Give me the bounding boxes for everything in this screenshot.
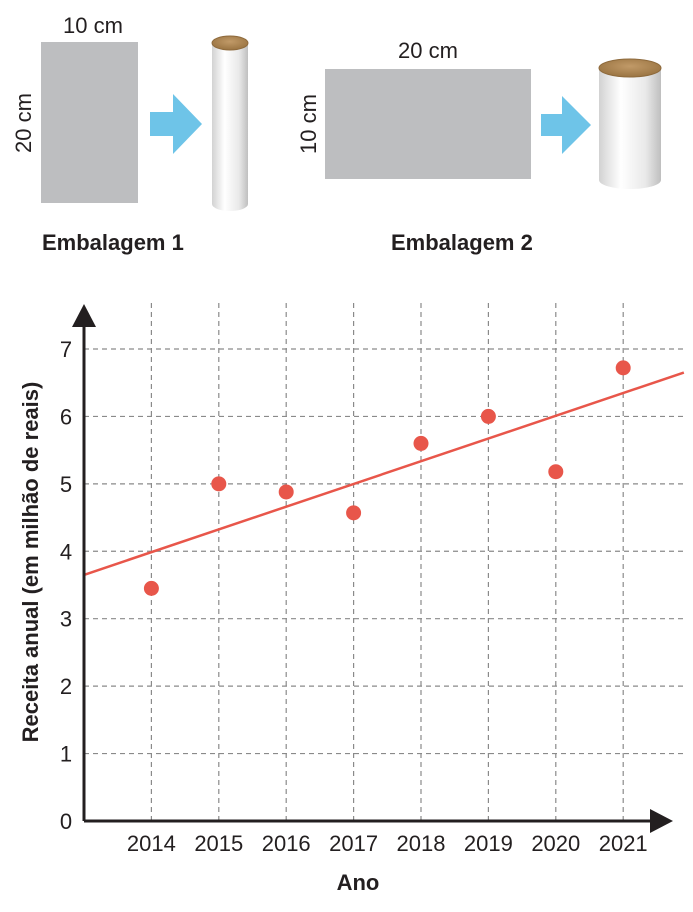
- x-axis-arrow-icon: [650, 809, 673, 833]
- y-tick-label-1: 1: [60, 742, 72, 767]
- package-1-name: Embalagem 1: [42, 230, 184, 255]
- chart-grid: [84, 301, 684, 821]
- y-tick-label-4: 4: [60, 539, 72, 564]
- y-tick-label-5: 5: [60, 472, 72, 497]
- data-points: [143, 360, 631, 596]
- y-tick-label-6: 6: [60, 404, 72, 429]
- data-point-2015: [211, 476, 227, 492]
- right-arrow-icon: [541, 96, 591, 154]
- package-1-sheet: [41, 42, 138, 203]
- data-point-2014: [143, 580, 159, 596]
- trendline: [83, 371, 685, 577]
- package-2-group: 20 cm 10 cm Embalagem 2: [296, 38, 662, 255]
- package-2-height-label: 10 cm: [296, 94, 321, 154]
- package-2-width-label: 20 cm: [398, 38, 458, 63]
- data-point-2018: [413, 435, 429, 451]
- x-tick-label-2021: 2021: [599, 831, 648, 856]
- x-tick-labels: 2014 2015 2016 2017 2018 2019 2020 2021: [127, 831, 648, 856]
- y-axis-title: Receita anual (em milhão de reais): [18, 382, 43, 743]
- y-tick-label-3: 3: [60, 607, 72, 632]
- y-axis-arrow-icon: [72, 304, 96, 327]
- y-tick-label-7: 7: [60, 337, 72, 362]
- chart-axes: [72, 304, 673, 833]
- data-point-2017: [346, 505, 362, 521]
- data-point-2021: [615, 360, 631, 376]
- package-1-group: 10 cm 20 cm Embalagem 1: [11, 13, 249, 255]
- x-tick-label-2014: 2014: [127, 831, 176, 856]
- package-1-width-label: 10 cm: [63, 13, 123, 38]
- cylinder-icon: [211, 35, 249, 211]
- scatter-chart: 0 1 2 3 4 5 6 7 2014 2015 2016 2017 2018 2019 2020 202…: [18, 301, 685, 895]
- data-point-2019: [480, 408, 496, 424]
- x-tick-label-2019: 2019: [464, 831, 513, 856]
- cylinder-icon: [598, 58, 662, 189]
- y-tick-label-0: 0: [60, 809, 72, 834]
- x-tick-label-2015: 2015: [194, 831, 243, 856]
- x-tick-label-2017: 2017: [329, 831, 378, 856]
- x-tick-label-2016: 2016: [262, 831, 311, 856]
- x-tick-label-2020: 2020: [531, 831, 580, 856]
- data-point-2020: [548, 464, 564, 480]
- x-axis-title: Ano: [337, 870, 380, 895]
- right-arrow-icon: [150, 94, 202, 154]
- package-1-height-label: 20 cm: [11, 93, 36, 153]
- x-tick-label-2018: 2018: [397, 831, 446, 856]
- package-2-sheet: [325, 69, 531, 179]
- package-2-name: Embalagem 2: [391, 230, 533, 255]
- y-tick-label-2: 2: [60, 674, 72, 699]
- data-point-2016: [278, 484, 294, 500]
- y-tick-labels: 0 1 2 3 4 5 6 7: [60, 337, 72, 834]
